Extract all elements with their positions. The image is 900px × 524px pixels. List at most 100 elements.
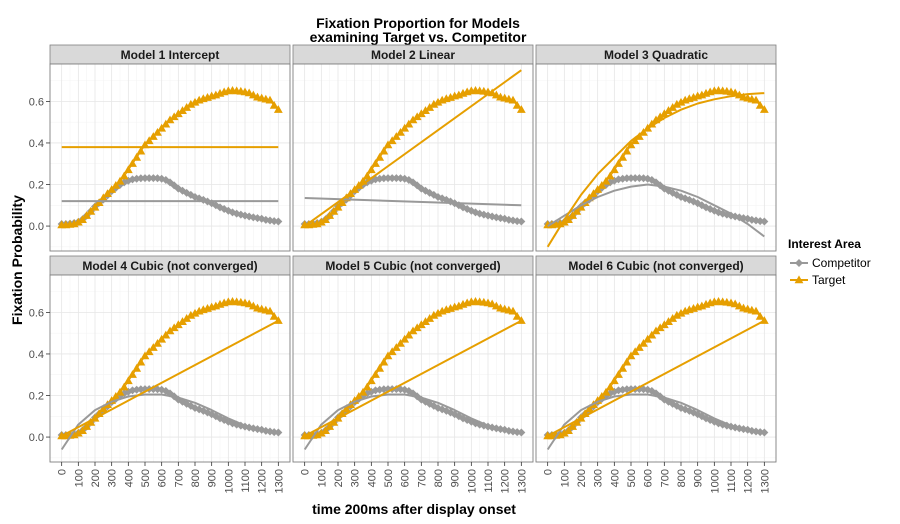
- data-point-target: [132, 152, 142, 161]
- legend-title: Interest Area: [788, 237, 861, 251]
- data-point-target: [128, 159, 137, 167]
- panel-border: [49, 63, 291, 252]
- data-point-target: [622, 146, 632, 155]
- data-point-target: [396, 338, 405, 347]
- data-point-target: [111, 391, 121, 400]
- x-tick-label: 0: [543, 469, 555, 475]
- data-point-target: [161, 119, 171, 128]
- x-tick-label: 1200: [500, 469, 512, 493]
- data-point-target: [412, 112, 422, 121]
- data-point-target: [329, 417, 339, 426]
- data-point-target: [178, 106, 187, 114]
- data-point-competitor: [145, 174, 154, 183]
- data-point-target: [169, 323, 179, 332]
- x-tick-label: 100: [73, 469, 85, 487]
- y-tick-label: 0.6: [29, 96, 44, 108]
- data-point-target: [664, 317, 673, 325]
- observed-series-target: [57, 296, 283, 440]
- data-point-target: [366, 376, 376, 385]
- data-point-target: [584, 404, 594, 413]
- facet-strip-label: Model 2 Linear: [371, 48, 455, 62]
- x-tick-label: 1300: [516, 469, 528, 493]
- data-point-target: [173, 320, 183, 329]
- data-point-target: [676, 308, 686, 317]
- data-point-target: [132, 363, 142, 372]
- x-tick-label: 500: [383, 469, 395, 487]
- facet-panel-4: Model 4 Cubic (not converged) 0.0 0.2 0.4 0.…: [29, 255, 291, 493]
- data-point-target: [321, 426, 330, 435]
- data-point-target: [512, 100, 522, 109]
- data-point-target: [391, 343, 401, 351]
- data-point-target: [433, 308, 443, 317]
- facet-panel-3: Model 3 Quadratic: [535, 44, 777, 252]
- observed-series-target: [57, 85, 283, 229]
- data-point-target: [676, 97, 686, 106]
- data-point-target: [609, 376, 619, 385]
- x-tick-label: 200: [576, 469, 588, 487]
- legend-label: Target: [812, 273, 846, 287]
- legend-label: Competitor: [812, 256, 871, 270]
- data-point-target: [128, 370, 137, 378]
- data-point-target: [614, 159, 623, 167]
- data-point-target: [759, 105, 769, 113]
- data-point-target: [429, 310, 439, 319]
- model-fit-line-competitor: [547, 183, 765, 238]
- data-point-target: [354, 391, 364, 400]
- y-tick-label: 0.4: [29, 138, 44, 150]
- x-tick-label: 500: [140, 469, 152, 487]
- model-fit-line-competitor: [546, 393, 765, 451]
- data-point-target: [182, 103, 192, 111]
- data-point-target: [325, 211, 335, 219]
- data-point-target: [103, 189, 112, 198]
- data-point-target: [400, 123, 410, 132]
- data-point-target: [433, 97, 443, 106]
- data-point-target: [169, 112, 179, 121]
- x-tick-label: 1200: [743, 469, 755, 493]
- x-tick-label: 700: [659, 469, 671, 487]
- data-point-target: [123, 376, 133, 385]
- data-point-target: [425, 103, 435, 111]
- data-point-target: [672, 99, 682, 108]
- data-point-target: [751, 306, 761, 315]
- data-point-target: [333, 202, 343, 211]
- x-tick-label: 800: [190, 469, 202, 487]
- data-point-target: [82, 422, 92, 430]
- data-point-target: [572, 206, 582, 215]
- data-point-target: [186, 310, 196, 319]
- data-point-competitor: [760, 217, 769, 226]
- data-point-target: [601, 176, 611, 185]
- data-point-target: [316, 428, 326, 437]
- x-tick-label: 1100: [240, 469, 252, 493]
- data-point-target: [572, 417, 582, 426]
- data-point-target: [119, 382, 129, 391]
- facet-strip-label: Model 4 Cubic (not converged): [82, 259, 257, 273]
- y-tick-label: 0.2: [29, 391, 44, 403]
- data-point-target: [672, 310, 682, 319]
- data-point-target: [115, 387, 125, 396]
- data-point-target: [371, 370, 380, 378]
- data-point-target: [148, 343, 158, 351]
- x-tick-label: 400: [609, 469, 621, 487]
- data-point-target: [73, 217, 83, 226]
- legend-key-marker: [795, 259, 803, 267]
- x-tick-label: 300: [593, 469, 605, 487]
- data-point-competitor: [517, 217, 526, 226]
- data-point-target: [190, 308, 200, 317]
- data-point-competitor: [141, 174, 149, 183]
- legend-entry-target: Target: [790, 273, 846, 287]
- x-tick-label: 1000: [709, 469, 721, 493]
- model-fit-line-target: [304, 69, 522, 227]
- data-point-target: [421, 106, 430, 114]
- data-point-target: [269, 311, 279, 320]
- x-tick-label: 300: [107, 469, 119, 487]
- x-tick-label: 800: [676, 469, 688, 487]
- data-point-target: [387, 136, 397, 145]
- data-point-target: [630, 347, 640, 356]
- data-point-target: [634, 343, 644, 351]
- chart-title-line-2: examining Target vs. Competitor: [310, 29, 527, 45]
- x-tick-label: 1000: [223, 469, 235, 493]
- data-point-target: [618, 363, 628, 372]
- x-tick-label: 700: [416, 469, 428, 487]
- x-tick-label: 100: [559, 469, 571, 487]
- x-tick-label: 1300: [759, 469, 771, 493]
